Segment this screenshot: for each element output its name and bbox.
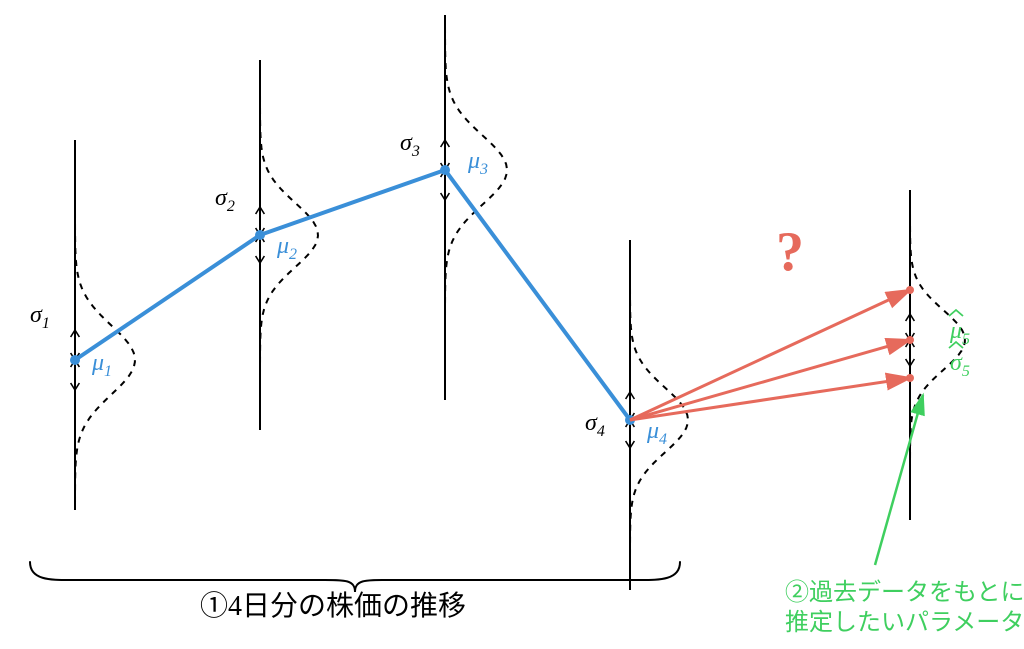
mu-label-5: μ5 — [949, 318, 970, 348]
sigma-label-2: σ2 — [215, 185, 235, 215]
mu-label-1: μ1 — [91, 350, 112, 380]
mu-point-1 — [70, 355, 80, 365]
caption-brace — [30, 562, 680, 592]
question-mark: ? — [776, 221, 804, 283]
price-path — [75, 170, 630, 420]
sigma-label-5: σ5 — [950, 350, 970, 380]
prediction-point-3 — [906, 374, 914, 382]
mu-point-2 — [255, 230, 265, 240]
prediction-arrow-2 — [630, 340, 910, 420]
sigma-label-3: σ3 — [400, 130, 420, 160]
prediction-point-1 — [906, 286, 914, 294]
green-arrow — [875, 395, 923, 565]
mu-label-2: μ2 — [276, 233, 297, 263]
mu-label-3: μ3 — [467, 148, 488, 178]
caption-1: ①4日分の株価の推移 — [200, 590, 466, 622]
sigma-label-4: σ4 — [585, 410, 605, 440]
diagram-canvas: σ1 μ1 σ2 μ2 σ3 μ3 σ4 μ4 σ5μ5? ①4日分の株価の推移 ②過去データをもと… — [0, 0, 1024, 649]
mu-label-4: μ4 — [646, 418, 667, 448]
sigma-label-1: σ1 — [30, 302, 50, 332]
mu-point-3 — [440, 165, 450, 175]
prediction-point-2 — [906, 336, 914, 344]
caption-2-line2: 推定したいパラメータ — [785, 609, 1024, 636]
caption-2-line1: ②過去データをもとに — [785, 579, 1024, 606]
